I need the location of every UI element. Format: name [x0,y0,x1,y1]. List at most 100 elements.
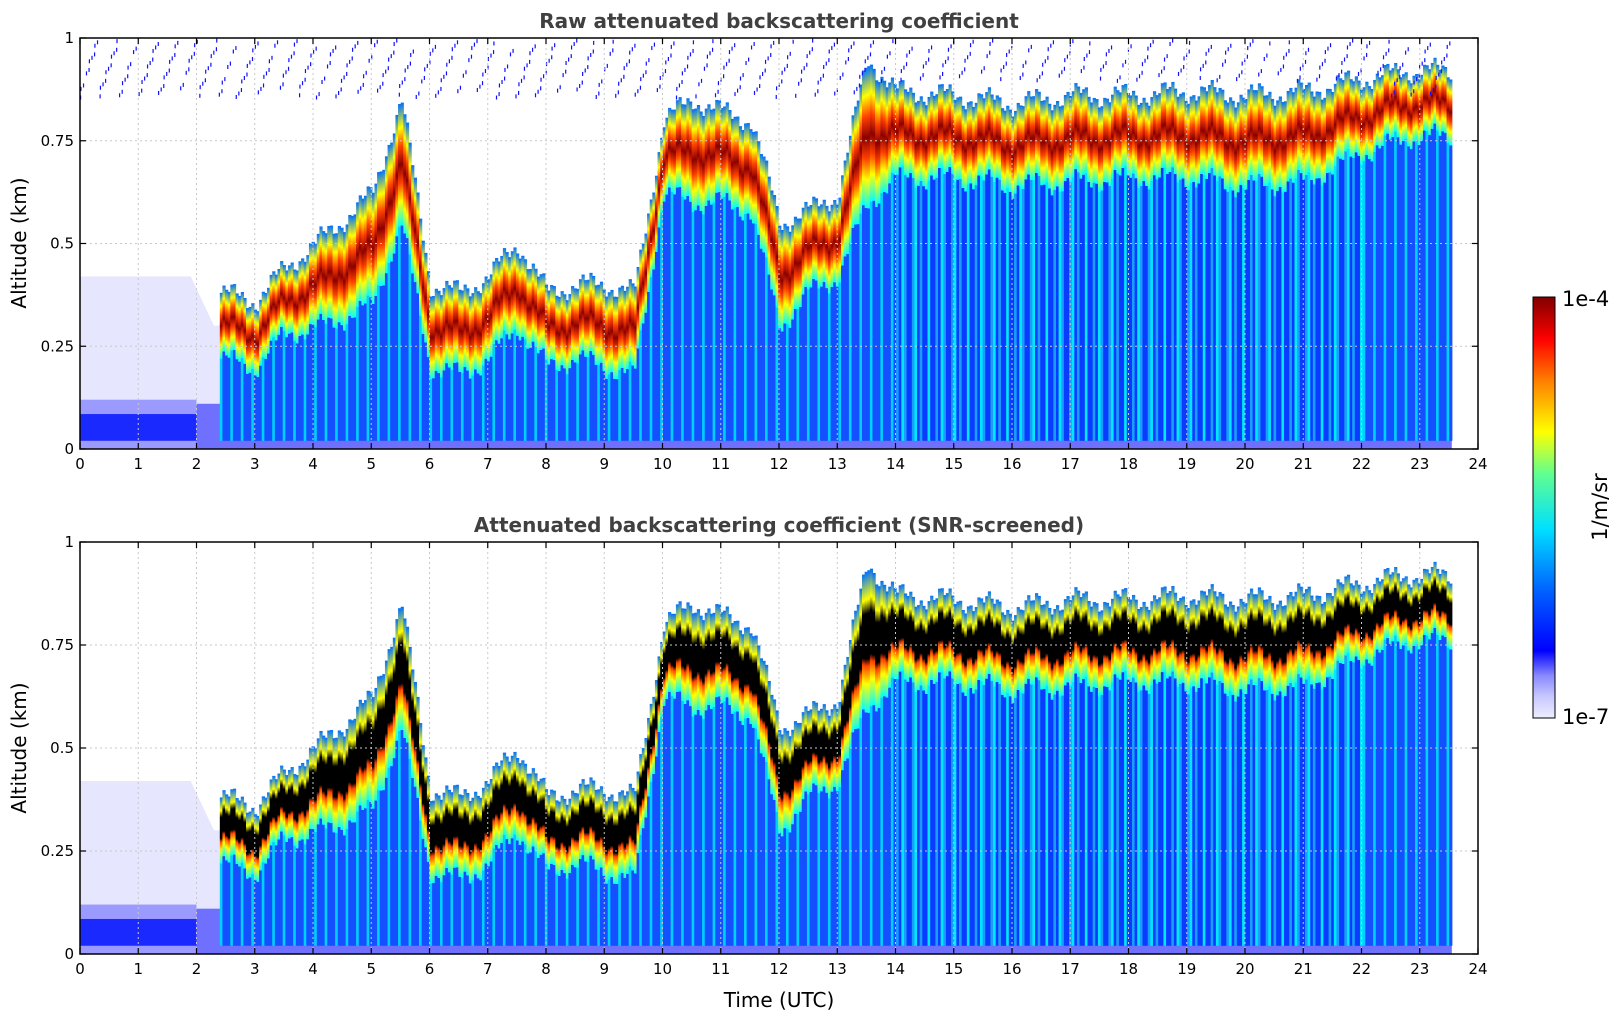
subcloud-column [1286,685,1290,946]
colorbar: 1e-4 1e-7 1/m/sr [1532,287,1612,729]
noise-speck [1416,77,1418,82]
cloud-column [647,717,651,797]
subcloud-column [862,709,866,946]
cloud-column [1346,574,1351,654]
noise-speck [848,48,850,53]
noise-speck [1324,58,1326,63]
noise-speck [889,51,891,56]
cloud-column [914,102,918,188]
cloud-column [1003,110,1007,193]
subcloud-column [489,861,494,946]
cloud-column [382,674,386,791]
subcloud-column [287,838,292,946]
subcloud-column [715,192,719,441]
subcloud-column [1150,180,1154,441]
cloud-column [282,769,286,836]
noise-speck [711,47,714,52]
noise-speck [520,78,523,83]
subcloud-column [442,370,446,441]
subcloud-column [725,697,729,946]
subcloud-column [720,703,724,946]
subcloud-column [793,813,798,946]
subcloud-column [248,877,252,946]
noise-speck [1019,75,1021,80]
noise-speck [1352,38,1354,43]
cloud-column [1436,568,1440,635]
noise-speck [492,50,495,55]
subcloud-column [1095,687,1099,946]
noise-speck [700,78,703,83]
subcloud-column [1354,152,1359,441]
subcloud-column [683,703,687,946]
subcloud-column [809,791,813,946]
subcloud-column [961,692,965,946]
cloud-column [639,754,643,835]
subcloud-column [1050,699,1054,946]
cloud-column [791,225,795,320]
cloud-column [841,679,845,771]
noise-speck [822,73,824,78]
subcloud-column [820,286,824,441]
cloud-column [248,811,252,878]
cloud-column [301,258,305,335]
cloud-column [1131,90,1136,174]
subcloud-column [392,253,397,441]
subcloud-column [584,861,588,946]
cloud-column [1396,573,1400,642]
y-tick-label: 1 [64,533,74,551]
subcloud-column [581,855,585,946]
x-tick-label: 6 [425,960,435,978]
cloud-column [1066,596,1070,683]
subcloud-column [489,356,494,441]
x-tick-label: 22 [1352,960,1371,978]
cloud-column [358,699,362,806]
noise-speck [288,58,290,63]
noise-speck [919,76,922,81]
subcloud-column [306,334,310,441]
noise-speck [377,88,379,93]
noise-speck [1238,73,1240,78]
noise-speck [609,51,611,56]
subcloud-column [757,234,761,441]
subcloud-column [1247,179,1251,441]
cloud-column [749,129,753,220]
x-tick-label: 3 [250,455,260,473]
noise-speck [623,74,625,79]
cloud-column [481,283,486,366]
cloud-column [1145,606,1149,691]
subcloud-column [1006,692,1010,946]
subcloud-column [644,312,648,441]
noise-speck [634,43,636,48]
cloud-column [248,306,252,373]
cloud-column [707,608,711,705]
cloud-column [1202,87,1206,175]
cloud-column [327,730,331,823]
subcloud-column [1100,694,1104,946]
subcloud-column [1273,700,1277,946]
subcloud-column [1142,685,1146,946]
noise-speck [362,82,364,87]
noise-speck [665,60,667,65]
cloud-column [568,294,572,369]
noise-speck [1124,59,1127,64]
cloud-column [1048,607,1052,693]
subcloud-column [1192,686,1196,946]
noise-speck [753,90,756,95]
cloud-column [586,784,590,862]
subcloud-column [636,348,640,441]
noise-speck [1246,54,1248,59]
noise-speck [1385,51,1387,56]
cloud-column [1218,592,1222,681]
cloud-column [696,609,701,710]
cloud-column [1412,579,1416,646]
subcloud-column [225,355,229,441]
cloud-column [626,791,630,874]
subcloud-column [767,779,771,946]
subcloud-column [1111,178,1115,441]
cloud-column [1142,97,1146,181]
noise-speck [861,71,863,76]
cloud-column [571,286,575,361]
cloud-column [974,102,978,186]
noise-speck [141,80,143,85]
cloud-column [264,293,268,359]
